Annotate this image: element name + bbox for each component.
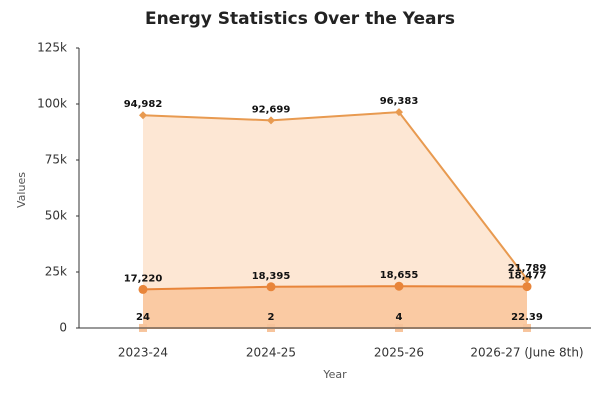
chart-title: Energy Statistics Over the Years <box>145 9 455 29</box>
point <box>523 275 531 284</box>
value-label: 4 <box>396 312 403 323</box>
point <box>139 111 147 120</box>
value-label: 92,699 <box>252 104 291 115</box>
value-label: 24 <box>136 312 150 323</box>
point <box>266 282 276 292</box>
point <box>138 284 148 294</box>
value-label: 96,383 <box>380 96 419 107</box>
plot-area <box>138 108 532 332</box>
x-tick-label: 2026-27 (June 8th) <box>470 346 583 360</box>
point <box>522 282 532 292</box>
x-tick-label: 2025-26 <box>374 346 424 360</box>
y-tick-label: 100k <box>37 97 67 111</box>
x-axis-title: Year <box>322 368 347 381</box>
y-tick-label: 0 <box>59 321 67 335</box>
line <box>142 285 528 291</box>
x-tick-label: 2023-24 <box>118 346 168 360</box>
value-label: 94,982 <box>124 99 163 110</box>
value-label: 2 <box>268 312 275 323</box>
point <box>394 281 404 291</box>
x-tick-label: 2024-25 <box>246 346 296 360</box>
value-label: 22.39 <box>511 312 543 323</box>
y-tick-label: 50k <box>45 209 67 223</box>
y-tick-label: 125k <box>37 41 67 55</box>
y-axis-title: Values <box>15 172 28 208</box>
y-tick-label: 75k <box>45 153 67 167</box>
point <box>267 116 275 125</box>
labels: 0 25k 50k 75k 100k 125k 2023-24 2024-25 2025-26 2… <box>37 41 583 360</box>
area <box>143 112 527 328</box>
value-label: 17,220 <box>124 273 163 284</box>
y-tick-label: 25k <box>45 265 67 279</box>
area <box>143 286 527 328</box>
value-label: 21,789 <box>508 263 547 274</box>
value-label: 18,395 <box>252 271 291 282</box>
value-label: 18,477 <box>508 271 547 282</box>
value-label: 18,655 <box>380 270 419 281</box>
point <box>395 108 403 117</box>
line <box>142 111 528 280</box>
